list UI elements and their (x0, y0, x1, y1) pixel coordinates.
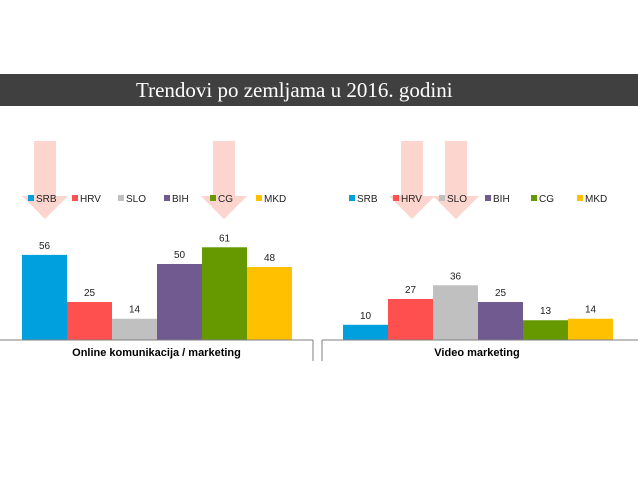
legend-label-cg: CG (539, 194, 554, 205)
bar-mkd (247, 267, 292, 340)
legend-swatch-mkd (256, 195, 262, 201)
legend-swatch-hrv (393, 195, 399, 201)
bar-mkd (568, 318, 613, 340)
bar-slo (433, 285, 478, 340)
legend-swatch-slo (118, 195, 124, 201)
bar-hrv (388, 298, 433, 340)
highlight-arrow-hrv (389, 141, 435, 219)
data-label-slo: 14 (129, 305, 141, 316)
data-label-mkd: 14 (585, 305, 597, 316)
data-label-bih: 25 (495, 288, 507, 299)
legend-label-srb: SRB (357, 194, 378, 205)
data-label-bih: 50 (174, 250, 186, 261)
legend-swatch-srb (28, 195, 34, 201)
highlight-arrow-slo (433, 141, 479, 219)
legend-label-slo: SLO (447, 194, 467, 205)
bar-cg (523, 320, 568, 340)
bar-bih (157, 264, 202, 340)
data-label-cg: 61 (219, 233, 231, 244)
legend-label-cg: CG (218, 194, 233, 205)
category-label: Video marketing (434, 347, 519, 359)
data-label-srb: 56 (39, 241, 51, 252)
legend-label-srb: SRB (36, 194, 57, 205)
title-bar: Trendovi po zemljama u 2016. godini (0, 74, 638, 106)
bar-hrv (67, 302, 112, 340)
data-label-hrv: 25 (84, 288, 96, 299)
bar-cg (202, 247, 247, 340)
data-label-hrv: 27 (405, 285, 417, 296)
legend-label-mkd: MKD (585, 194, 607, 205)
slide-title: Trendovi po zemljama u 2016. godini (136, 78, 453, 102)
category-label: Online komunikacija / marketing (72, 347, 241, 359)
legend-swatch-cg (531, 195, 537, 201)
highlight-arrow-srb (22, 141, 68, 219)
data-label-cg: 13 (540, 306, 552, 317)
legend-swatch-cg (210, 195, 216, 201)
legend-swatch-slo (439, 195, 445, 201)
data-label-slo: 36 (450, 271, 462, 282)
legend-swatch-bih (164, 195, 170, 201)
highlight-arrow-cg (201, 141, 247, 219)
chart-video-marketing: SRB HRV SLO BIH CG MKD 10 27 36 25 13 14 Video marke… (321, 141, 638, 361)
data-label-mkd: 48 (264, 253, 276, 264)
bar-srb (22, 254, 67, 340)
bar-srb (343, 324, 388, 340)
chart-online-marketing: SRB HRV SLO BIH CG MKD 56 25 14 50 61 48 Online komu… (0, 141, 314, 361)
data-label-srb: 10 (360, 311, 372, 322)
legend-swatch-srb (349, 195, 355, 201)
legend-label-bih: BIH (172, 194, 189, 205)
legend-swatch-mkd (577, 195, 583, 201)
bar-slo (112, 318, 157, 340)
legend-swatch-hrv (72, 195, 78, 201)
legend-label-hrv: HRV (80, 194, 101, 205)
legend-label-slo: SLO (126, 194, 146, 205)
legend-label-hrv: HRV (401, 194, 422, 205)
bar-bih (478, 302, 523, 340)
legend-label-bih: BIH (493, 194, 510, 205)
legend-swatch-bih (485, 195, 491, 201)
legend-label-mkd: MKD (264, 194, 286, 205)
